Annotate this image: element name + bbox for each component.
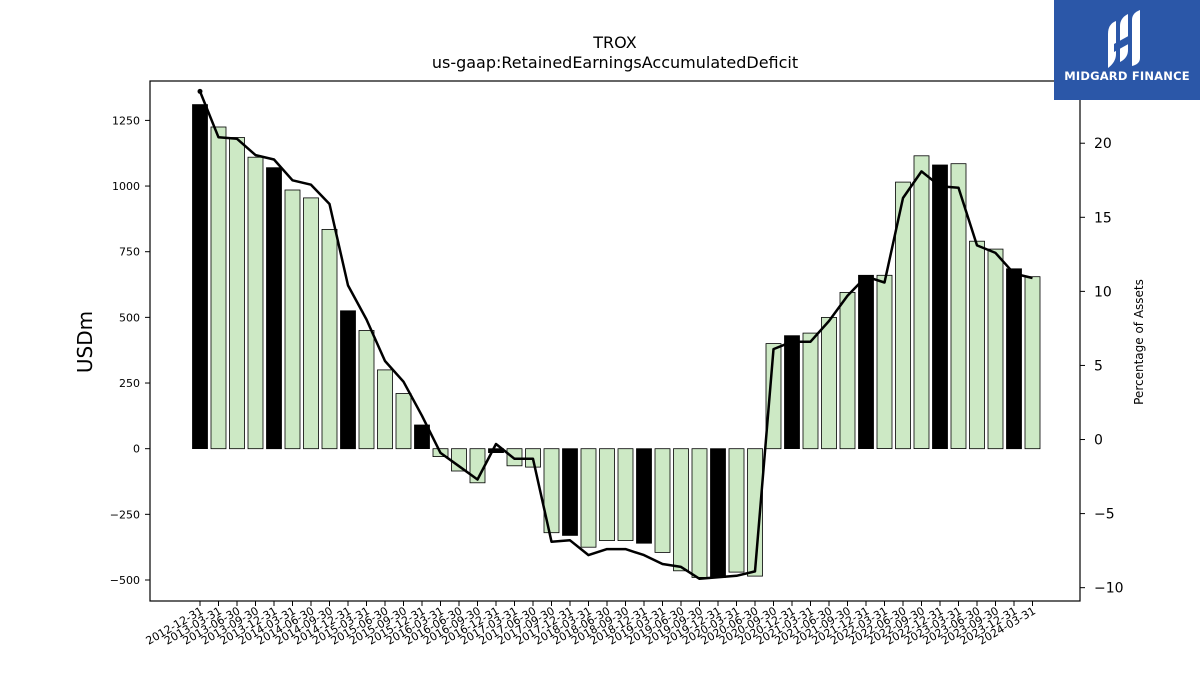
bar	[229, 137, 245, 450]
bar	[321, 228, 338, 450]
left-tick-label: −500	[110, 574, 140, 587]
bar	[414, 424, 430, 450]
bar	[895, 181, 911, 450]
bar	[969, 240, 985, 450]
left-tick-label: 1000	[112, 180, 140, 193]
bar	[858, 274, 874, 449]
bar	[636, 448, 652, 544]
midgard-logo-icon	[1108, 10, 1140, 68]
bar	[562, 448, 578, 536]
bar	[950, 163, 967, 449]
midgard-finance-logo: MIDGARD FINANCE	[1054, 0, 1200, 100]
bar	[395, 393, 412, 450]
bar	[599, 448, 615, 542]
right-tick-label: 20	[1094, 136, 1112, 152]
right-axis-ticks: −10 −5 0 5 10 15 20	[1080, 136, 1124, 597]
left-tick-label: 750	[119, 246, 140, 259]
bar-group	[192, 104, 1041, 578]
bar	[876, 274, 893, 449]
bar	[839, 291, 856, 450]
bar	[691, 448, 708, 578]
bar	[673, 448, 689, 572]
chart-subtitle: us-gaap:RetainedEarningsAccumulatedDefic…	[432, 53, 798, 72]
bar	[1024, 276, 1041, 450]
bar	[932, 164, 948, 450]
bar	[821, 316, 837, 450]
y-axis-label: USDm	[73, 311, 97, 373]
bar	[617, 448, 634, 542]
bar	[377, 369, 393, 450]
bar	[247, 156, 264, 450]
bar	[802, 332, 819, 450]
bar	[710, 448, 726, 578]
bar	[913, 155, 930, 449]
bar	[358, 330, 375, 450]
right-tick-label: 10	[1094, 284, 1112, 300]
bar	[284, 189, 301, 450]
y2-axis-label: Percentage of Assets	[1132, 279, 1146, 405]
bar	[210, 126, 227, 450]
bar	[987, 248, 1004, 450]
right-tick-label: −10	[1094, 581, 1124, 597]
bar	[303, 197, 319, 450]
bar	[654, 448, 671, 553]
left-tick-label: 500	[119, 311, 140, 324]
bar	[747, 448, 763, 577]
bar	[192, 104, 208, 449]
bar	[543, 448, 560, 534]
percent-of-assets-line	[198, 90, 1033, 581]
left-tick-label: 1250	[112, 114, 140, 127]
x-axis-ticks: 2012-12-312013-03-312013-06-302013-09-30…	[144, 601, 1038, 648]
bar	[340, 310, 356, 450]
line-start-point	[197, 88, 203, 94]
left-tick-label: 0	[133, 443, 140, 456]
bar	[580, 448, 597, 548]
right-tick-label: 15	[1094, 210, 1112, 226]
left-tick-label: −250	[110, 508, 140, 521]
bar	[728, 448, 745, 573]
plot-frame	[149, 80, 1081, 602]
bar	[784, 335, 800, 450]
right-tick-label: −5	[1094, 507, 1115, 523]
logo-text: MIDGARD FINANCE	[1064, 69, 1190, 83]
bar	[765, 343, 782, 450]
right-tick-label: 5	[1094, 358, 1103, 374]
line-group	[197, 88, 1033, 581]
left-axis-ticks: −500 −250 0 250 500 750 1000 1250	[110, 114, 150, 587]
chart-title: TROX	[592, 33, 636, 52]
left-tick-label: 250	[119, 377, 140, 390]
bar	[1006, 268, 1022, 450]
right-tick-label: 0	[1094, 433, 1103, 449]
bar	[266, 167, 282, 450]
